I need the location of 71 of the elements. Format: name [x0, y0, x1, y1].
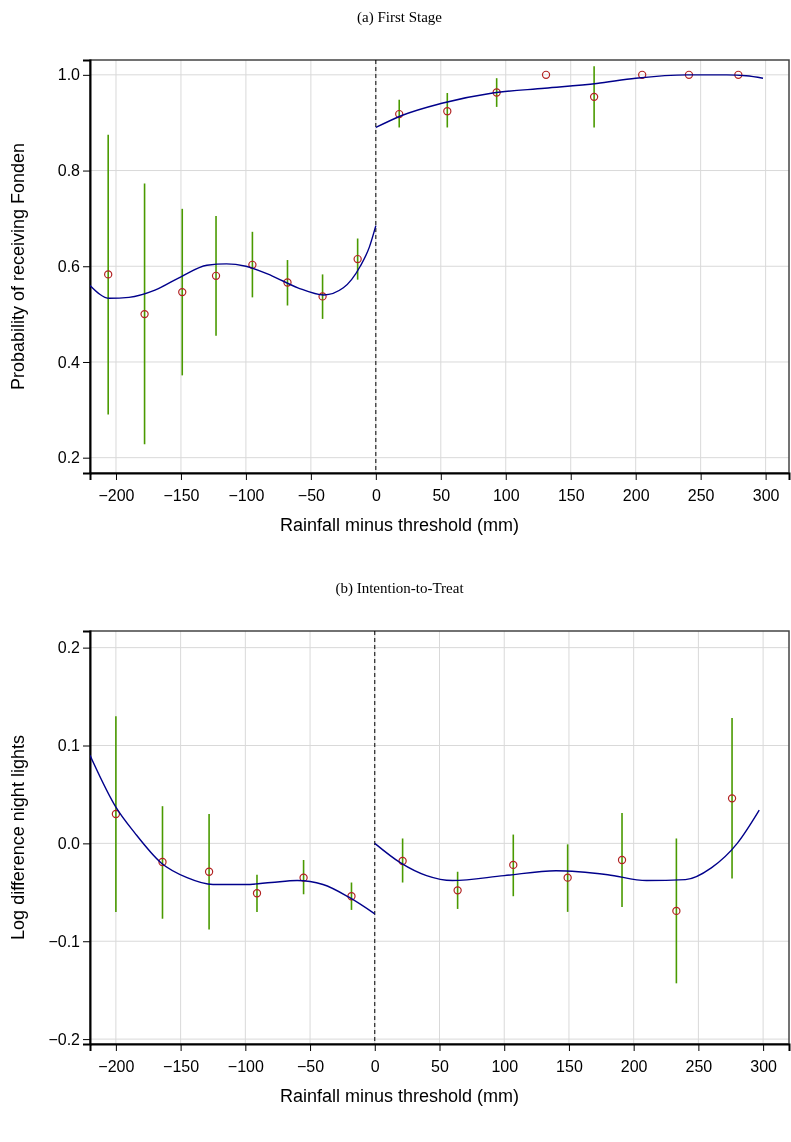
point — [563, 873, 572, 882]
x-tick-label: −150 — [163, 486, 200, 504]
point — [638, 70, 647, 79]
y-tick-label: −0.2 — [48, 1030, 81, 1048]
y-tick-label: 0.2 — [57, 449, 81, 467]
point — [178, 287, 187, 297]
y-tick-label: 0.1 — [57, 737, 81, 755]
point — [204, 867, 214, 876]
x-tick-label: 150 — [556, 1057, 583, 1075]
x-tick-label: 100 — [491, 1057, 519, 1075]
point — [672, 906, 681, 916]
point — [318, 292, 327, 301]
y-tick-label: 0.2 — [57, 639, 81, 657]
point — [492, 88, 501, 97]
x-tick-label: −100 — [228, 486, 265, 504]
x-tick-label: 250 — [687, 486, 715, 504]
x-tick-label: −150 — [163, 1057, 200, 1075]
y-tick-label: 0.8 — [57, 162, 81, 180]
y-tick-label: 0.0 — [57, 834, 81, 852]
point — [347, 892, 356, 901]
point — [248, 260, 257, 269]
point — [252, 889, 262, 898]
x-tick-label: 50 — [432, 486, 451, 504]
y-axis-title: Log difference night lights — [8, 735, 28, 940]
line-series — [90, 754, 376, 915]
line-series — [375, 74, 764, 129]
x-tick-label: 0 — [370, 1057, 380, 1075]
point — [734, 70, 743, 79]
x-tick-label: 100 — [492, 486, 520, 504]
point — [541, 70, 551, 79]
line-series — [90, 224, 377, 300]
y-tick-label: −0.1 — [48, 932, 81, 950]
x-tick-label: 50 — [431, 1057, 449, 1075]
point — [104, 270, 113, 279]
y-tick-label: 0.4 — [57, 353, 81, 371]
x-tick-label: 200 — [620, 1057, 648, 1075]
x-tick-label: 0 — [371, 486, 381, 504]
point — [299, 873, 308, 882]
point — [509, 860, 518, 870]
point — [211, 271, 221, 280]
point — [395, 109, 404, 119]
point — [283, 278, 292, 287]
y-tick-label: 0.6 — [57, 257, 81, 275]
point — [111, 809, 121, 819]
y-tick-label: 1.0 — [57, 66, 81, 84]
x-tick-label: −100 — [227, 1057, 264, 1075]
x-axis-title: Rainfall minus threshold (mm) — [279, 515, 520, 535]
x-tick-label: −50 — [296, 1057, 325, 1075]
line-series — [374, 809, 760, 882]
x-tick-label: 150 — [557, 486, 585, 504]
x-tick-label: 250 — [685, 1057, 713, 1075]
point — [684, 70, 694, 79]
point — [398, 856, 407, 866]
point — [617, 855, 627, 865]
x-tick-label: −50 — [297, 486, 326, 504]
y-axis-title: Probability of receiving Fonden — [8, 142, 28, 391]
x-tick-label: 200 — [622, 486, 650, 504]
point — [727, 794, 737, 803]
point — [443, 107, 452, 116]
point — [353, 254, 362, 264]
x-axis-title: Rainfall minus threshold (mm) — [279, 1086, 520, 1106]
x-tick-label: 300 — [750, 1057, 778, 1075]
point — [158, 857, 167, 867]
x-tick-label: 300 — [752, 486, 780, 504]
point — [140, 309, 149, 319]
point — [589, 92, 599, 102]
chart-title: (b) Intention-to-Treat — [335, 580, 465, 597]
x-tick-label: −200 — [98, 1057, 135, 1075]
point — [453, 886, 462, 895]
x-tick-label: −200 — [98, 486, 135, 504]
chart-title: (a) First Stage — [357, 9, 443, 26]
